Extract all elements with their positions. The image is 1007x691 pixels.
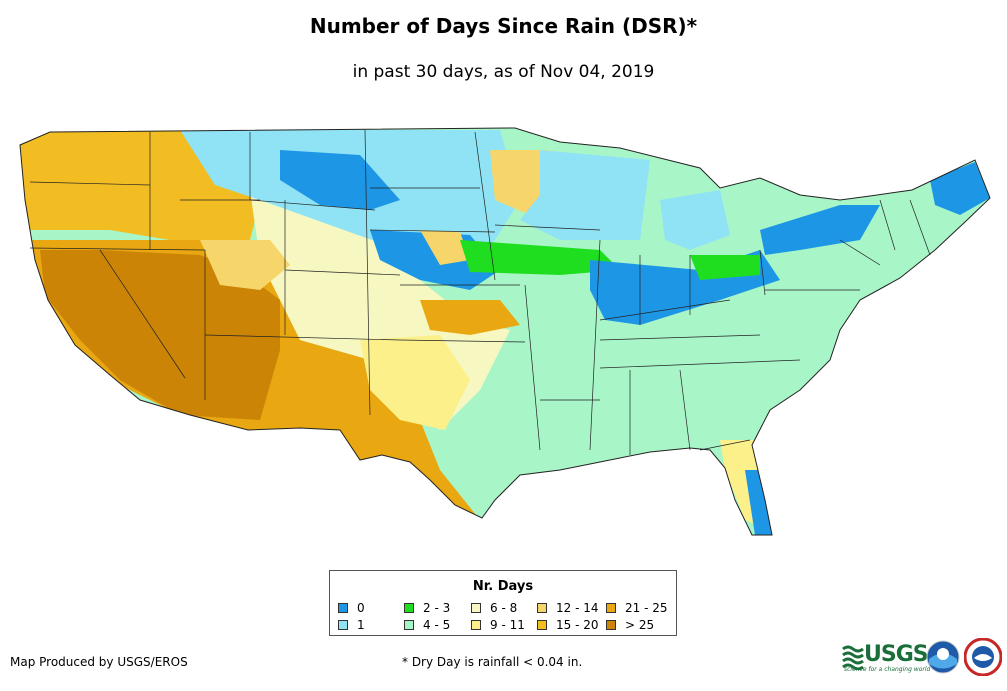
legend-swatch: [338, 620, 348, 630]
legend-label: 12 - 14: [556, 601, 599, 615]
zone-9-11-days-tx: [360, 335, 470, 430]
legend-label: 4 - 5: [423, 618, 451, 632]
nws-logo-icon: [964, 638, 1002, 676]
legend-label: 21 - 25: [625, 601, 668, 615]
legend-item-2: 2 - 3: [404, 601, 450, 615]
legend-swatch: [338, 603, 348, 613]
zone-2-3-days-oh: [690, 255, 760, 280]
legend-swatch: [404, 603, 414, 613]
zone-12-14-days-ut: [200, 240, 290, 290]
zone-over-25-days-sw: [40, 250, 280, 420]
legend-swatch: [471, 603, 481, 613]
usgs-tagline: science for a changing world: [844, 666, 931, 673]
legend-item-5: 9 - 11: [471, 618, 525, 632]
agency-logos: USGS science for a changing world: [842, 636, 1004, 680]
legend-item-6: 12 - 14: [537, 601, 599, 615]
usgs-wave-icon: [842, 645, 864, 670]
legend-title: Nr. Days: [472, 579, 534, 594]
zone-1-day-mi: [660, 190, 730, 250]
zone-0-days-me: [930, 162, 990, 215]
zone-12-14-days-ne: [420, 230, 470, 265]
legend-label: 6 - 8: [490, 601, 518, 615]
legend-label: 0: [357, 601, 365, 615]
legend-label: 15 - 20: [556, 618, 599, 632]
legend-swatch: [471, 620, 481, 630]
us-outline: [19, 127, 991, 536]
zone-1-day-wi: [520, 150, 650, 240]
legend-item-8: 21 - 25: [606, 601, 668, 615]
legend-swatch: [404, 620, 414, 630]
map-title: Number of Days Since Rain (DSR)*: [309, 14, 698, 38]
legend-item-7: 15 - 20: [537, 618, 599, 632]
zone-21-25-days-ks: [420, 300, 520, 335]
noaa-logo-icon: [926, 640, 960, 674]
zone-2-3-days-ia: [460, 240, 620, 275]
zone-0-days-ny: [760, 205, 880, 255]
legend-swatch: [537, 620, 547, 630]
legend-swatch: [606, 620, 616, 630]
dry-day-footnote: * Dry Day is rainfall < 0.04 in.: [402, 655, 583, 669]
legend-item-3: 4 - 5: [404, 618, 450, 632]
legend-swatch: [537, 603, 547, 613]
legend-swatch: [606, 603, 616, 613]
legend-label: 1: [357, 618, 365, 632]
legend-label: > 25: [625, 618, 655, 632]
zone-0-days-mt: [280, 150, 400, 210]
legend-item-9: > 25: [606, 618, 654, 632]
legend-label: 2 - 3: [423, 601, 451, 615]
legend-item-0: 0: [338, 601, 365, 615]
map-credit: Map Produced by USGS/EROS: [10, 655, 188, 669]
legend: Nr. Days 0 1 2 - 3 4 - 5 6 - 8 9 - 11 12…: [329, 570, 677, 636]
map-subtitle: in past 30 days, as of Nov 04, 2019: [352, 62, 655, 82]
state-boundaries: [29, 129, 931, 455]
legend-label: 9 - 11: [490, 618, 525, 632]
legend-item-4: 6 - 8: [471, 601, 517, 615]
legend-item-1: 1: [338, 618, 365, 632]
usgs-logo: USGS: [864, 642, 929, 667]
dsr-map: [19, 127, 991, 536]
